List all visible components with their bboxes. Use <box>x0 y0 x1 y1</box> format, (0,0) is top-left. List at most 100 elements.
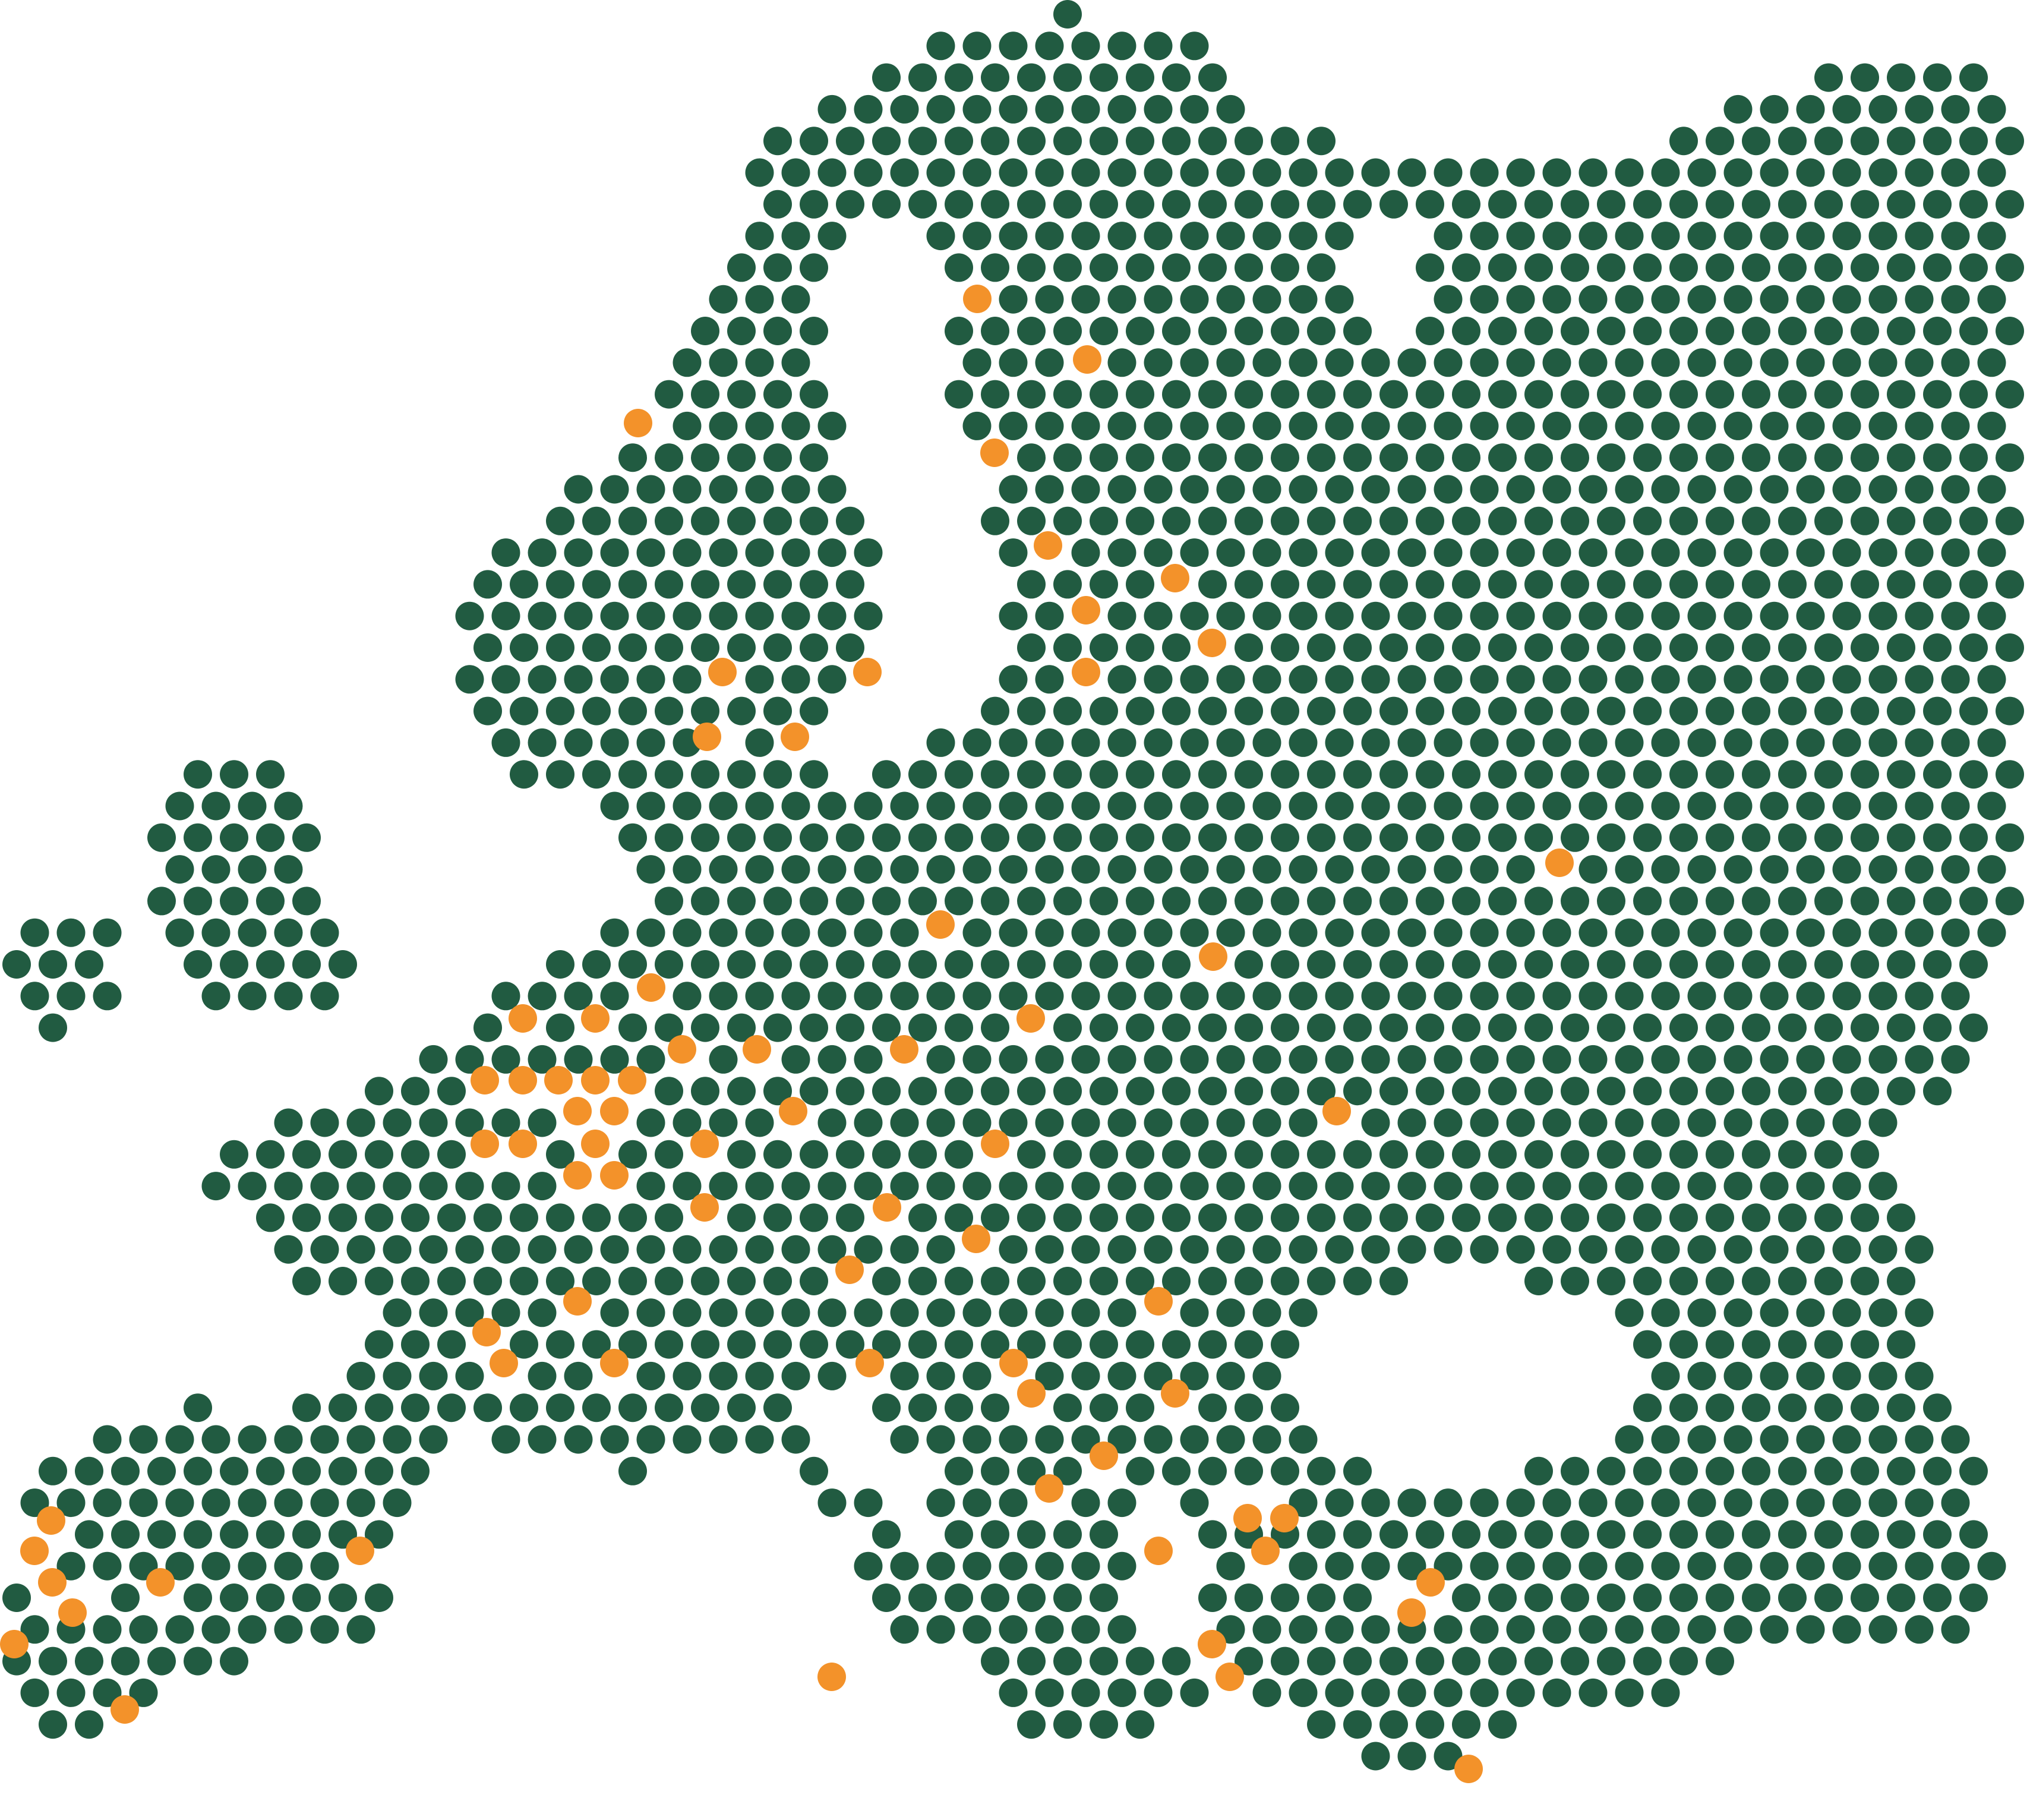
land-dot <box>1107 285 1136 314</box>
land-dot <box>908 1584 937 1612</box>
land-dot <box>1053 1456 1082 1485</box>
land-dot <box>655 1203 683 1232</box>
land-dot <box>1343 823 1372 852</box>
land-dot <box>1651 538 1680 567</box>
land-dot <box>1126 317 1154 345</box>
land-dot <box>981 887 1009 916</box>
land-dot <box>1941 158 1970 187</box>
land-dot <box>292 1393 321 1422</box>
land-dot <box>1760 222 1789 251</box>
land-dot <box>1289 538 1318 567</box>
land-dot <box>238 855 267 884</box>
land-dot <box>872 63 901 92</box>
land-dot <box>817 158 847 187</box>
land-dot <box>1524 317 1553 345</box>
land-dot <box>1814 696 1843 726</box>
land-dot <box>854 1298 883 1327</box>
land-dot <box>1053 887 1082 916</box>
land-dot <box>201 1172 231 1201</box>
land-dot <box>962 791 992 821</box>
land-dot <box>1090 317 1118 345</box>
land-dot <box>1868 1488 1898 1518</box>
land-dot <box>1669 950 1698 979</box>
land-dot <box>962 31 992 61</box>
land-dot <box>999 222 1028 251</box>
land-dot <box>1180 158 1209 187</box>
land-dot <box>981 1013 1009 1042</box>
land-dot <box>1416 506 1444 535</box>
land-dot <box>636 1361 665 1390</box>
land-dot <box>908 950 937 979</box>
land-dot <box>220 950 248 979</box>
land-dot <box>709 1172 738 1201</box>
land-dot <box>800 506 828 535</box>
land-dot <box>1561 1267 1589 1295</box>
land-dot <box>1814 1140 1843 1169</box>
land-dot <box>781 1045 810 1074</box>
land-dot <box>999 475 1028 504</box>
land-dot <box>673 1172 702 1201</box>
land-dot <box>1706 1013 1734 1042</box>
land-dot <box>890 918 919 947</box>
land-dot <box>817 1045 847 1074</box>
land-dot <box>1941 1425 1970 1454</box>
land-dot <box>1379 887 1408 916</box>
land-dot <box>1126 570 1154 599</box>
land-dot <box>1416 190 1444 219</box>
land-dot <box>1107 411 1136 440</box>
land-dot <box>890 1361 919 1390</box>
land-dot <box>1651 1425 1680 1454</box>
land-dot <box>310 1425 339 1454</box>
land-dot <box>1090 1520 1118 1549</box>
land-dot <box>981 253 1009 282</box>
land-dot <box>1887 1267 1915 1295</box>
land-dot <box>600 791 629 821</box>
land-dot <box>1180 411 1209 440</box>
land-dot <box>1524 570 1553 599</box>
land-dot <box>1071 1551 1100 1581</box>
land-dot <box>1778 1456 1807 1485</box>
land-dot <box>1851 696 1879 726</box>
land-dot <box>1851 1456 1879 1485</box>
land-dot <box>890 158 919 187</box>
land-dot <box>1216 348 1245 377</box>
land-dot <box>1633 380 1662 409</box>
land-dot <box>401 1330 430 1359</box>
land-dot <box>836 887 864 916</box>
land-dot <box>437 1077 466 1106</box>
location-marker-dot <box>563 1097 592 1125</box>
land-dot <box>1470 665 1499 694</box>
land-dot <box>1723 728 1753 757</box>
land-dot <box>1524 1203 1553 1232</box>
land-dot <box>1651 1045 1680 1074</box>
land-dot <box>564 1045 593 1074</box>
land-dot <box>564 1425 593 1454</box>
land-dot <box>691 760 719 789</box>
land-dot <box>890 1425 919 1454</box>
land-dot <box>1615 1551 1644 1581</box>
land-dot <box>800 127 828 156</box>
land-dot <box>981 696 1009 726</box>
land-dot <box>1488 253 1517 282</box>
land-dot <box>800 190 828 219</box>
land-dot <box>709 285 738 314</box>
land-dot <box>1126 443 1154 472</box>
land-dot <box>781 158 810 187</box>
land-dot <box>673 855 702 884</box>
land-dot <box>1633 570 1662 599</box>
land-dot <box>1851 1393 1879 1422</box>
land-dot <box>1542 1678 1571 1707</box>
land-dot <box>1669 1013 1698 1042</box>
land-dot <box>1107 1615 1136 1644</box>
land-dot <box>926 1108 955 1137</box>
land-dot <box>1868 538 1898 567</box>
land-dot <box>890 1551 919 1581</box>
land-dot <box>763 380 792 409</box>
land-dot <box>39 1456 67 1485</box>
land-dot <box>1271 760 1299 789</box>
land-dot <box>1506 1235 1535 1264</box>
land-dot <box>1180 475 1209 504</box>
land-dot <box>1832 728 1861 757</box>
location-marker-dot <box>1016 1004 1045 1033</box>
land-dot <box>1252 1615 1281 1644</box>
